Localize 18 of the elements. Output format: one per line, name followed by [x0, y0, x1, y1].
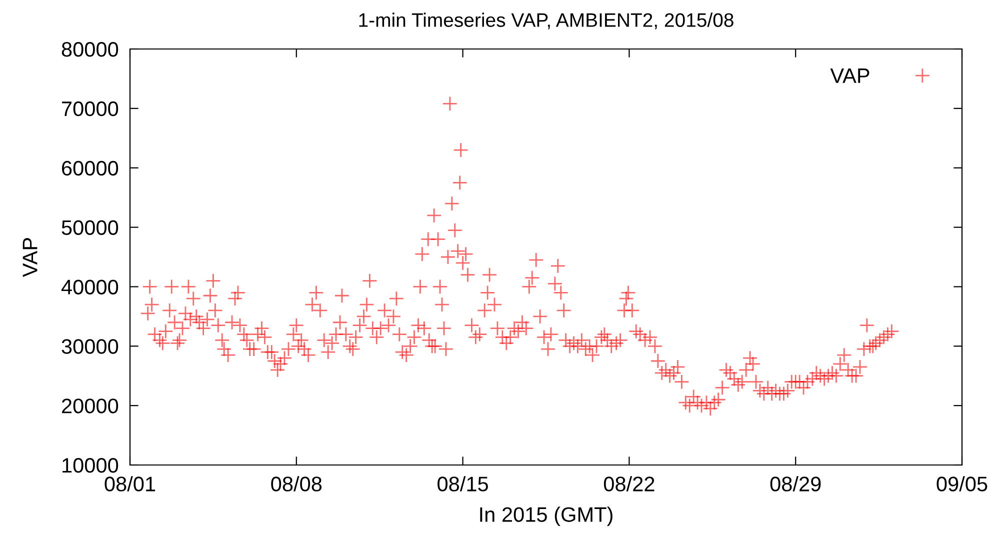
y-axis-title: VAP: [22, 238, 38, 277]
chart-title: 1-min Timeseries VAP, AMBIENT2, 2015/08: [359, 12, 734, 30]
y-tick-label: 60000: [62, 160, 118, 176]
x-tick-label: 08/01: [104, 476, 156, 492]
x-axis-title: In 2015 (GMT): [480, 506, 612, 526]
legend-label: VAP: [830, 68, 870, 83]
x-tick-label: 08/15: [438, 476, 488, 492]
y-tick-label: 70000: [62, 101, 118, 116]
y-tick-label: 50000: [62, 220, 118, 236]
x-tick-label: 08/08: [271, 476, 322, 492]
y-tick-label: 10000: [62, 458, 118, 473]
x-tick-label: 09/05: [936, 476, 988, 492]
x-tick-label: 08/29: [770, 476, 821, 492]
y-tick-label: 40000: [61, 280, 118, 294]
x-tick-label: 08/22: [604, 476, 654, 492]
y-tick-label: 80000: [62, 42, 118, 57]
y-tick-label: 30000: [62, 339, 118, 354]
y-tick-label: 20000: [62, 398, 118, 414]
